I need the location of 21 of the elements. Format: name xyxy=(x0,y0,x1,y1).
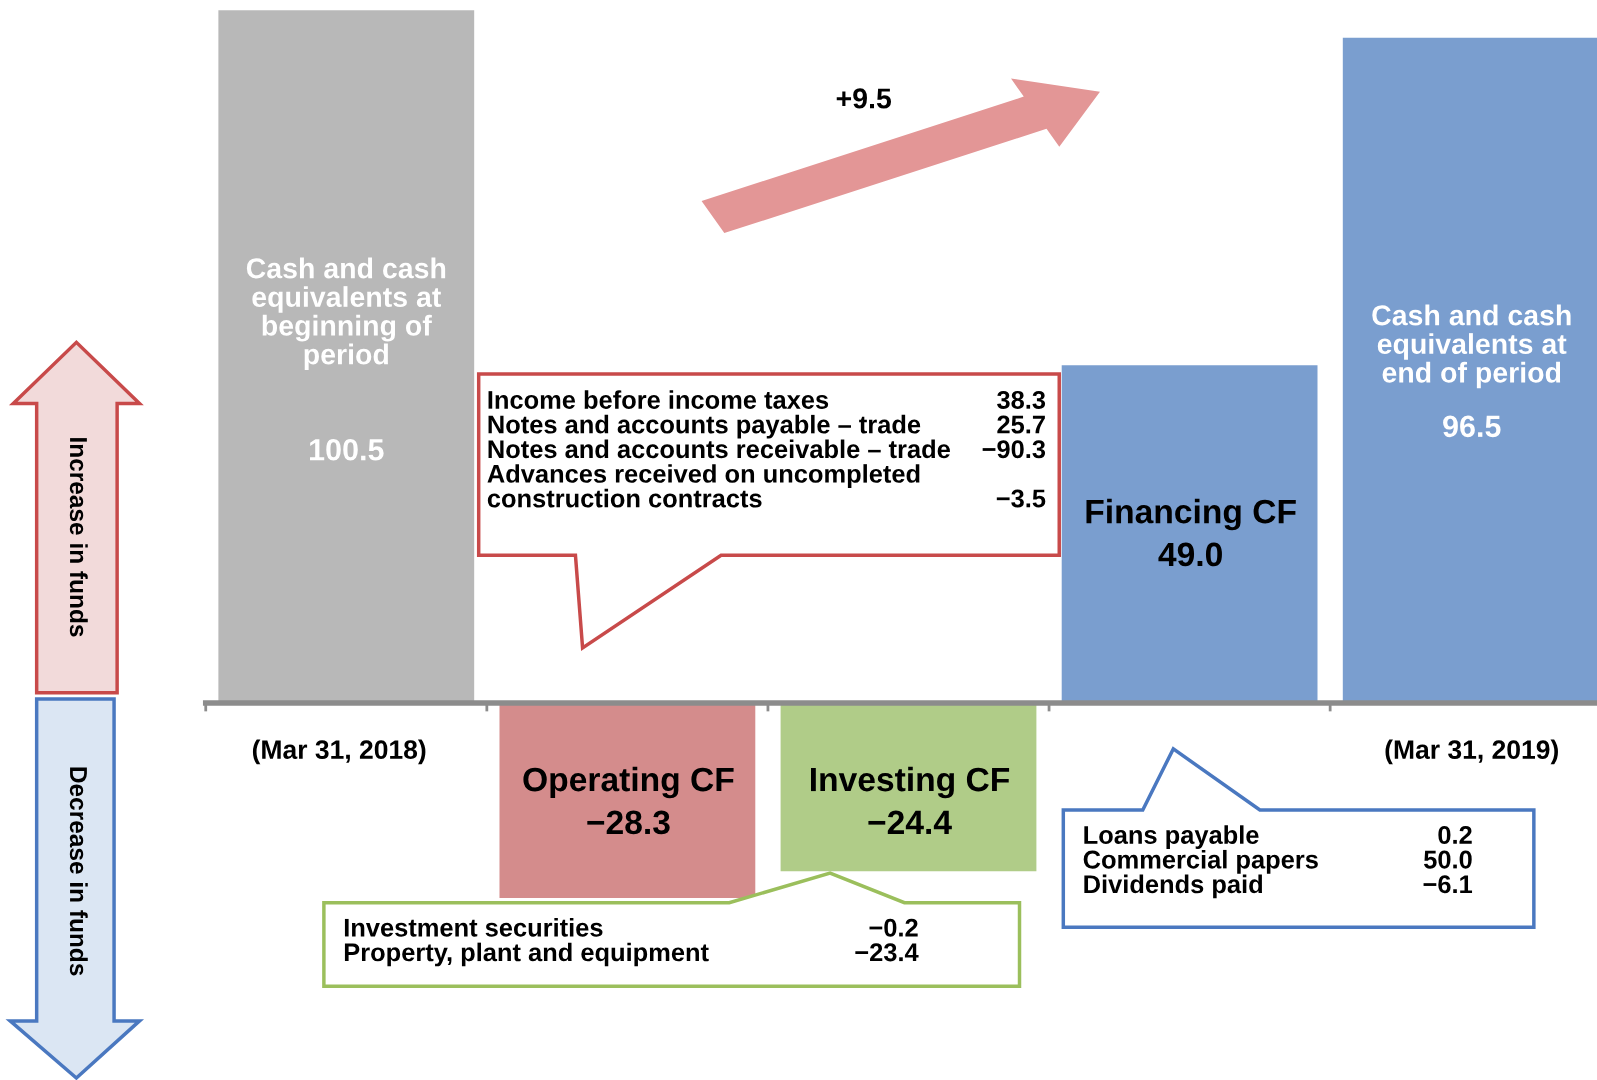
annotation: Income before income taxes Notes and accounts payable – trade Notes and accounts receivable – trade Advances received on uncompleted construction contracts xyxy=(487,390,950,508)
data-label: 96.5 xyxy=(1443,415,1501,438)
text: Decrease in funds xyxy=(69,767,88,976)
data-label: 49.0 xyxy=(1158,542,1222,567)
x-tick-label: Financing CF xyxy=(1086,498,1296,531)
annotation: Loans payable Commercial papers Dividends paid xyxy=(1083,825,1318,899)
annotation: (Mar 31, 2018) xyxy=(252,739,426,765)
text: 38.3 25.7 −90.3 −3.5 xyxy=(982,390,1046,508)
text: Increase in funds xyxy=(69,438,88,637)
annotation: 0.2 50.0 −6.1 xyxy=(1423,825,1473,894)
annotation: (Mar 31, 2019) xyxy=(1385,739,1558,765)
data-label: −28.3 xyxy=(587,810,670,835)
text: −0.2 −23.4 xyxy=(855,918,919,962)
text: Investment securities Property, plant and equipment xyxy=(344,918,709,967)
x-tick-label: Operating CF xyxy=(523,766,734,799)
data-label: 100.5 xyxy=(310,438,384,461)
x-tick-label: Cash and cash equivalents at end of period xyxy=(1372,304,1571,389)
x-tick-label: Cash and cash equivalents at beginning of period xyxy=(246,257,446,371)
x-tick-label: Investing CF xyxy=(810,766,1010,799)
data-label: −24.4 xyxy=(868,810,952,834)
annotation: +9.5 xyxy=(836,88,892,109)
